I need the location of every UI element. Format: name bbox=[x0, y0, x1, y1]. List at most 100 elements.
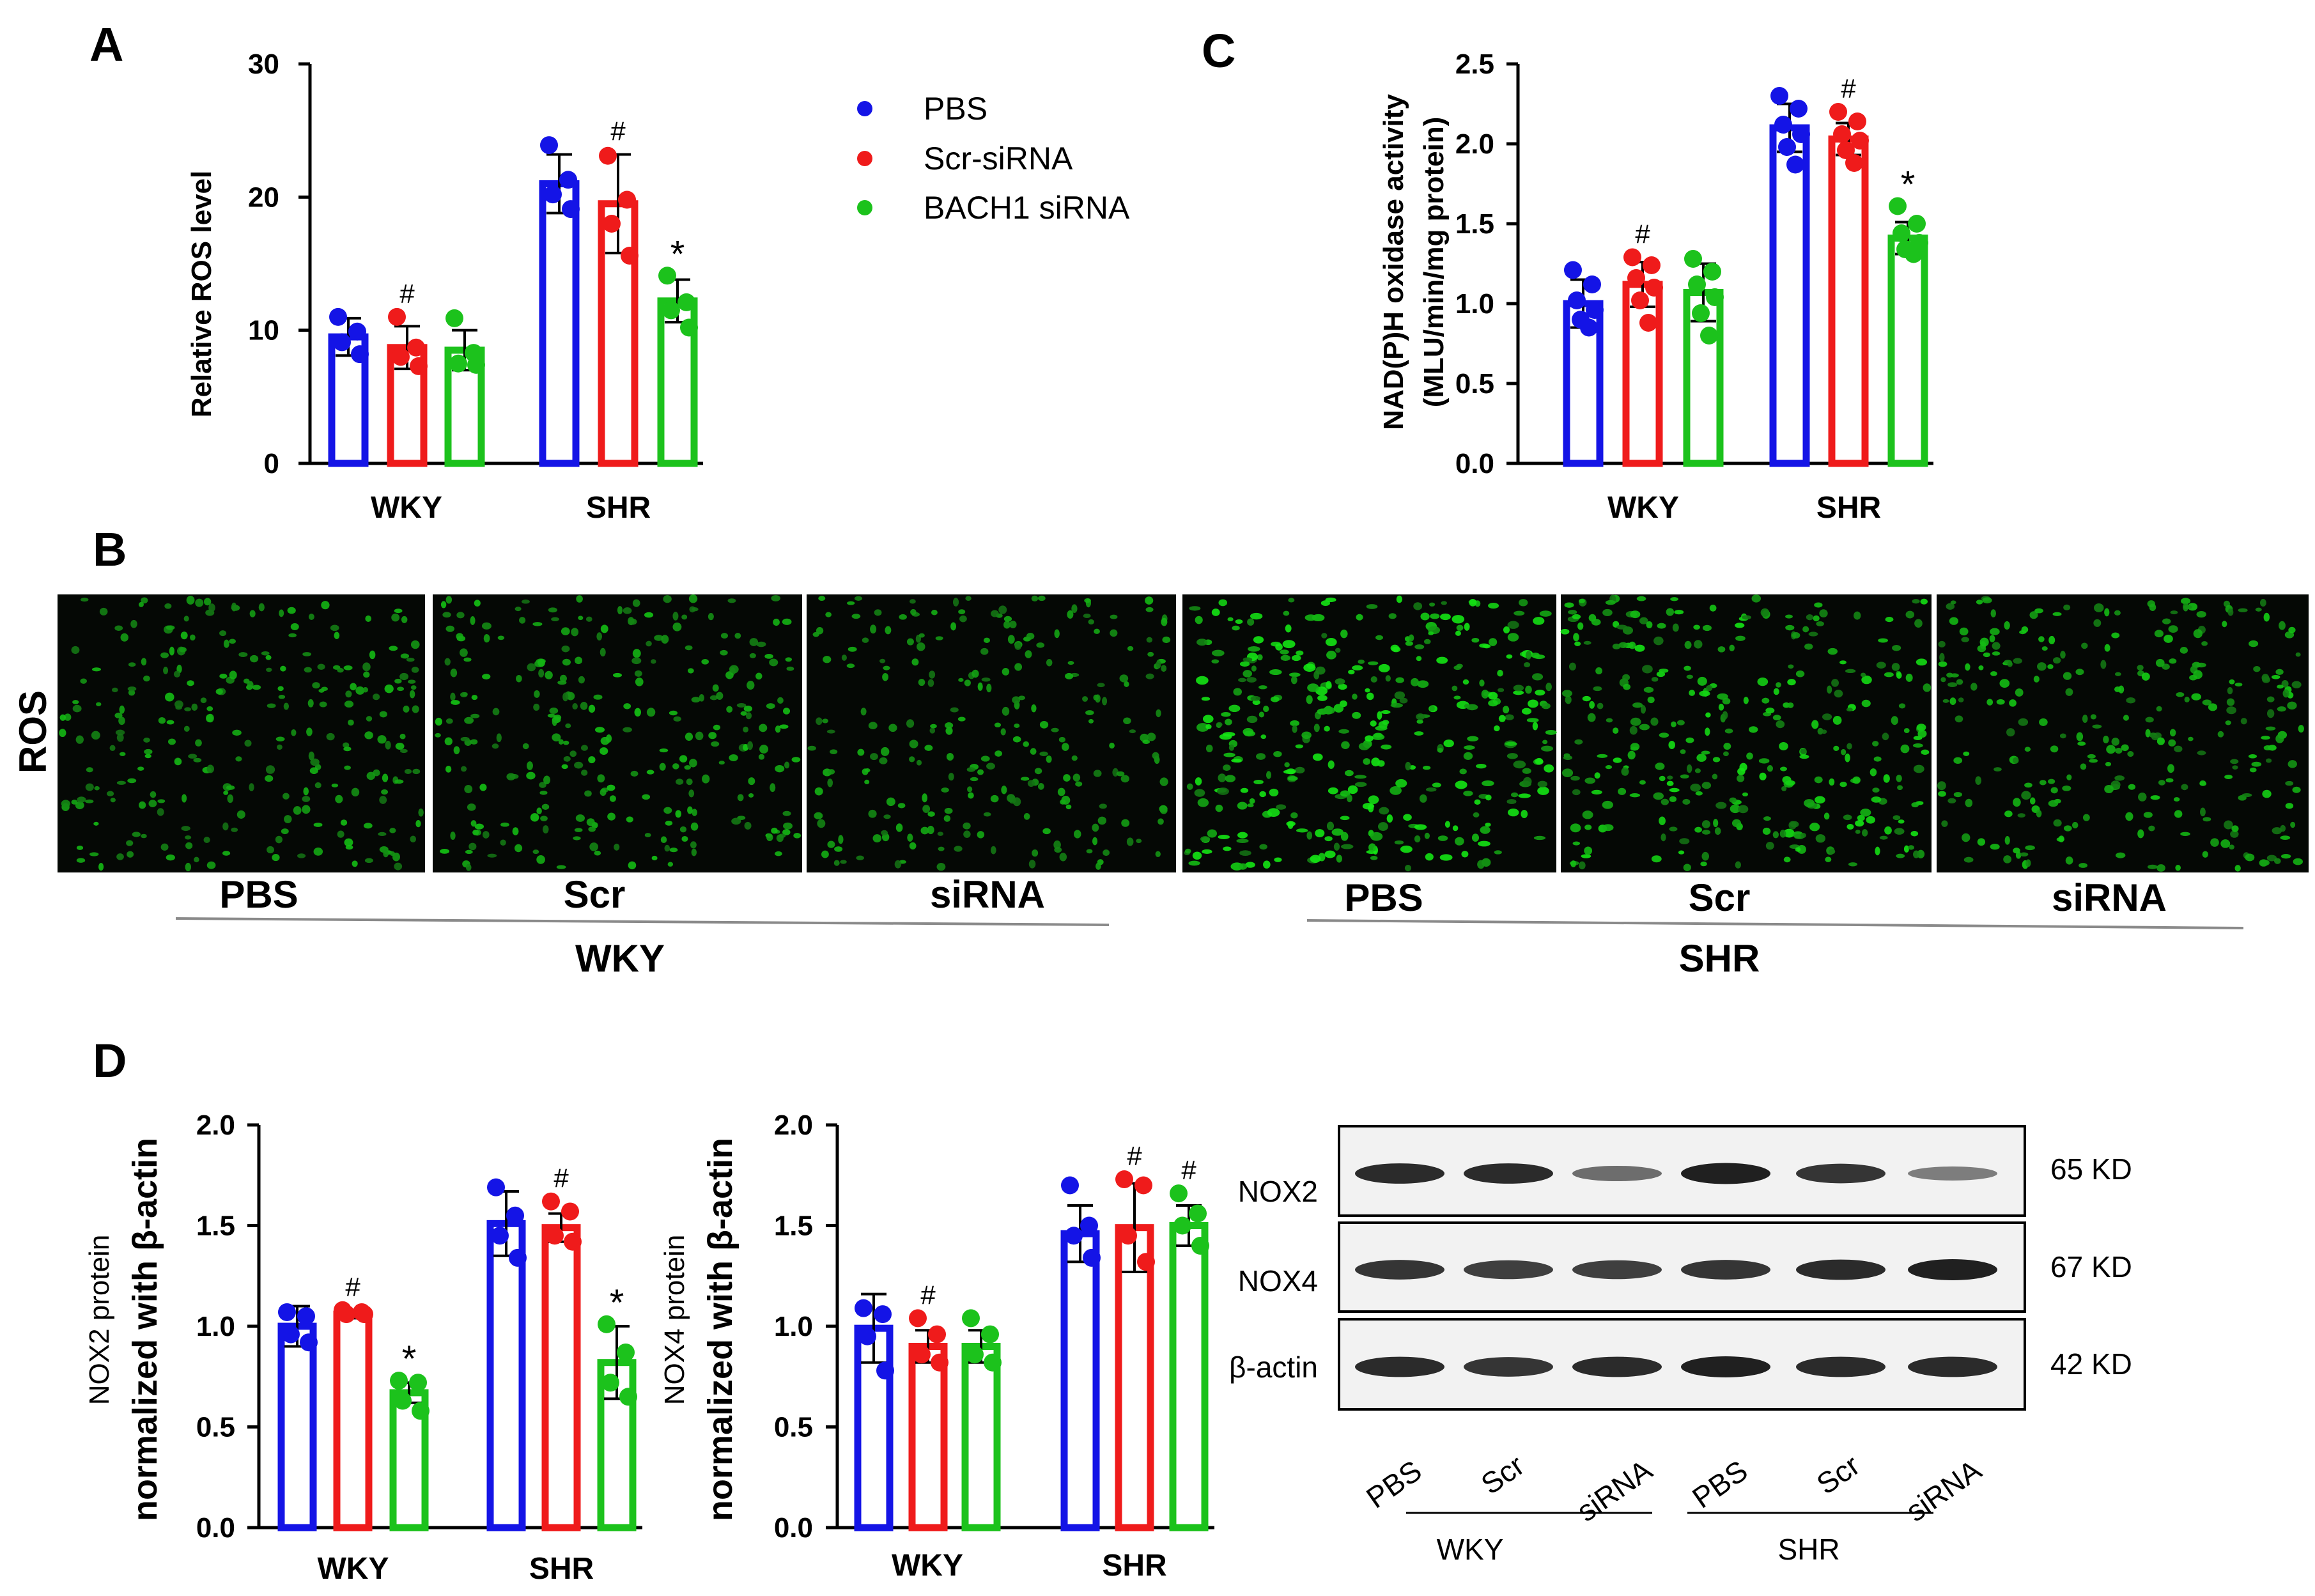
micro-cell-1-88 bbox=[686, 778, 693, 786]
micro-cell-3-357 bbox=[1346, 794, 1352, 803]
chart-nox2-category-shr: SHR bbox=[529, 1552, 594, 1586]
micro-cell-2-112 bbox=[1092, 823, 1099, 832]
micro-cell-0-243 bbox=[229, 670, 237, 679]
micro-cell-2-3 bbox=[1145, 607, 1154, 612]
micro-cell-3-0 bbox=[1215, 804, 1223, 812]
micro-cell-5-223 bbox=[2225, 720, 2231, 725]
micro-cell-5-280 bbox=[1956, 679, 1963, 685]
micro-cell-5-105 bbox=[2196, 611, 2206, 618]
micro-cell-2-169 bbox=[1088, 718, 1094, 724]
chart-a-point-1-1-0 bbox=[599, 146, 617, 165]
micro-cell-5-267 bbox=[2193, 629, 2203, 639]
micro-cell-1-245 bbox=[685, 645, 693, 651]
micro-cell-5-73 bbox=[2076, 732, 2084, 741]
micro-cell-2-124 bbox=[1023, 741, 1030, 747]
micro-cell-4-297 bbox=[1823, 812, 1830, 820]
micro-cell-4-197 bbox=[1831, 679, 1839, 687]
micro-cell-2-16 bbox=[929, 727, 936, 734]
micro-cell-2-185 bbox=[1036, 642, 1045, 648]
micro-cell-5-241 bbox=[2039, 718, 2048, 726]
micro-cell-2-146 bbox=[822, 718, 829, 724]
micro-cell-4-61 bbox=[1827, 685, 1832, 694]
micro-cell-2-172 bbox=[1142, 740, 1150, 745]
micro-cell-0-132 bbox=[141, 597, 148, 604]
micro-cell-2-49 bbox=[994, 722, 1002, 728]
micro-cell-5-256 bbox=[2036, 810, 2042, 817]
micro-cell-5-277 bbox=[1946, 672, 1954, 678]
micro-cell-3-140 bbox=[1545, 730, 1557, 735]
micro-cell-1-178 bbox=[532, 849, 539, 855]
micro-cell-0-82 bbox=[200, 697, 207, 704]
chart-nox4-point-2-0-3 bbox=[984, 1353, 1002, 1372]
micro-cell-3-98 bbox=[1285, 624, 1292, 633]
micro-cell-1-81 bbox=[749, 638, 759, 646]
micro-cell-4-72 bbox=[1602, 800, 1614, 809]
micro-cell-3-161 bbox=[1200, 836, 1211, 842]
micro-cell-1-48 bbox=[561, 764, 568, 770]
micro-cell-3-201 bbox=[1196, 723, 1209, 732]
micro-cell-0-5 bbox=[394, 678, 402, 684]
chart-a-ytick-label-2: 20 bbox=[248, 182, 279, 213]
micro-cell-4-55 bbox=[1655, 763, 1665, 770]
micro-cell-3-72 bbox=[1506, 799, 1517, 805]
blot-band-1-1 bbox=[1464, 1260, 1553, 1280]
micro-cell-0-107 bbox=[219, 673, 228, 679]
micro-cell-1-90 bbox=[539, 782, 546, 788]
micro-cell-1-215 bbox=[541, 803, 550, 810]
micro-cell-0-57 bbox=[244, 740, 252, 747]
micro-cell-3-284 bbox=[1250, 695, 1261, 701]
micro-cell-1-210 bbox=[609, 795, 616, 802]
micro-cell-0-202 bbox=[232, 729, 242, 736]
chart-nox4-point-0-1-0 bbox=[1061, 1176, 1079, 1195]
micro-cell-5-270 bbox=[1983, 652, 1990, 658]
micro-cell-2-216 bbox=[1147, 732, 1156, 741]
chart-c-point-1-0-4 bbox=[1631, 291, 1649, 309]
micro-cell-3-190 bbox=[1194, 789, 1205, 797]
micro-cell-3-349 bbox=[1542, 740, 1548, 745]
micro-cell-5-113 bbox=[1947, 798, 1956, 804]
micro-cell-2-70 bbox=[1102, 697, 1108, 706]
micro-cell-5-50 bbox=[1938, 661, 1947, 667]
micro-cell-3-143 bbox=[1321, 633, 1328, 639]
micro-cell-3-90 bbox=[1223, 846, 1232, 851]
micro-cell-0-201 bbox=[351, 787, 360, 797]
chart-a-point-2-0-2 bbox=[449, 354, 467, 373]
micro-cell-1-235 bbox=[778, 833, 786, 839]
micro-cell-0-55 bbox=[206, 706, 213, 711]
micro-cell-3-234 bbox=[1518, 793, 1531, 798]
micro-cell-1-249 bbox=[600, 788, 607, 796]
micro-cell-4-286 bbox=[1912, 850, 1920, 858]
micro-cell-3-212 bbox=[1395, 677, 1404, 683]
chart-nox4-point-1-0-0 bbox=[909, 1309, 927, 1328]
micro-cell-3-325 bbox=[1419, 794, 1427, 803]
micro-cell-1-170 bbox=[744, 821, 752, 830]
micro-cell-2-155 bbox=[1028, 860, 1036, 869]
micro-cell-3-323 bbox=[1452, 615, 1465, 624]
micro-cell-5-238 bbox=[2065, 688, 2073, 696]
micro-cell-5-99 bbox=[2037, 662, 2047, 671]
micro-cell-3-58 bbox=[1288, 598, 1295, 603]
micro-cell-0-199 bbox=[195, 739, 202, 747]
micro-cell-1-84 bbox=[793, 833, 801, 839]
micro-cell-1-236 bbox=[634, 708, 641, 717]
micro-cell-1-199 bbox=[766, 833, 773, 842]
micro-cell-5-41 bbox=[2143, 812, 2153, 818]
micro-cell-4-82 bbox=[1923, 683, 1932, 692]
micro-cell-3-362 bbox=[1521, 708, 1532, 715]
micro-cell-0-232 bbox=[265, 775, 274, 782]
micro-cell-4-254 bbox=[1804, 799, 1815, 807]
micro-cell-2-230 bbox=[1093, 694, 1099, 701]
micro-cell-5-25 bbox=[1978, 665, 1984, 670]
micro-cell-5-214 bbox=[2009, 699, 2017, 707]
micro-cell-3-142 bbox=[1439, 854, 1453, 861]
micro-cell-1-65 bbox=[556, 865, 566, 869]
blot-label-bactin: β-actin bbox=[1229, 1351, 1318, 1384]
micro-cell-3-20 bbox=[1257, 654, 1263, 661]
micro-cell-4-262 bbox=[1903, 845, 1909, 853]
micro-cell-1-156 bbox=[578, 676, 585, 684]
legend: PBS Scr-siRNA BACH1 siRNA bbox=[857, 91, 1130, 226]
micro-cell-2-195 bbox=[1096, 862, 1101, 870]
micro-cell-1-106 bbox=[692, 809, 697, 816]
chart-nox4-bar-1-0 bbox=[908, 1343, 948, 1531]
micro-cell-5-261 bbox=[2105, 761, 2112, 767]
